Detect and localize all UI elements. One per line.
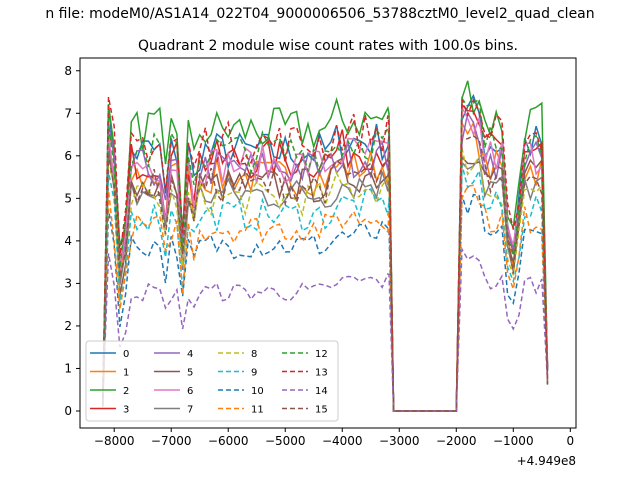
chart-title: Quadrant 2 module wise count rates with … [138,38,518,54]
axes-frame [79,57,577,429]
series-line-13 [102,96,549,412]
legend-label: 9 [251,368,257,379]
x-offset-label: +4.949e8 [517,454,576,468]
series-line-8 [102,148,549,412]
y-axis: 0 1 2 3 4 5 6 7 8 [64,64,80,418]
plot-area: −8000 −7000 −6000 −5000 −4000 −3000 −2000 −1000… [64,57,577,468]
legend-label: 11 [251,405,264,416]
x-tick-label: −2000 [436,434,477,448]
y-tick-label: 0 [64,404,72,418]
legend-label: 14 [315,386,328,397]
series-line-6 [102,107,549,412]
y-tick-label: 6 [64,149,72,163]
legend-label: 0 [123,349,129,360]
legend-label: 10 [251,386,264,397]
legend-label: 13 [315,368,328,379]
x-tick-label: 0 [566,434,574,448]
series-line-14 [102,246,549,412]
series-lines [102,80,549,412]
series-line-15 [102,135,549,412]
legend-label: 15 [315,405,328,416]
x-tick-label: −5000 [265,434,306,448]
legend-label: 2 [123,386,129,397]
series-line-11 [102,184,549,412]
y-tick-label: 3 [64,276,72,290]
legend-label: 7 [187,405,193,416]
y-tick-label: 4 [64,234,72,248]
legend-label: 3 [123,405,129,416]
x-tick-label: −8000 [94,434,135,448]
x-tick-label: −4000 [322,434,363,448]
x-tick-label: −6000 [208,434,249,448]
series-line-10 [102,193,549,412]
x-axis: −8000 −7000 −6000 −5000 −4000 −3000 −2000 −1000… [94,428,574,448]
y-tick-label: 5 [64,191,72,205]
y-tick-label: 1 [64,361,72,375]
legend-box [85,340,339,422]
y-tick-label: 8 [64,64,72,78]
legend-label: 1 [123,368,129,379]
figure-suptitle: n file: modeM0/AS1A14_022T04_9000006506_… [45,6,594,22]
legend-label: 12 [315,349,328,360]
legend-label: 6 [187,386,193,397]
legend-label: 8 [251,349,257,360]
y-tick-label: 2 [64,319,72,333]
legend-label: 5 [187,368,193,379]
x-tick-label: −3000 [379,434,420,448]
legend-label: 4 [187,349,193,360]
x-tick-label: −7000 [151,434,192,448]
x-tick-label: −1000 [493,434,534,448]
y-tick-label: 7 [64,106,72,120]
